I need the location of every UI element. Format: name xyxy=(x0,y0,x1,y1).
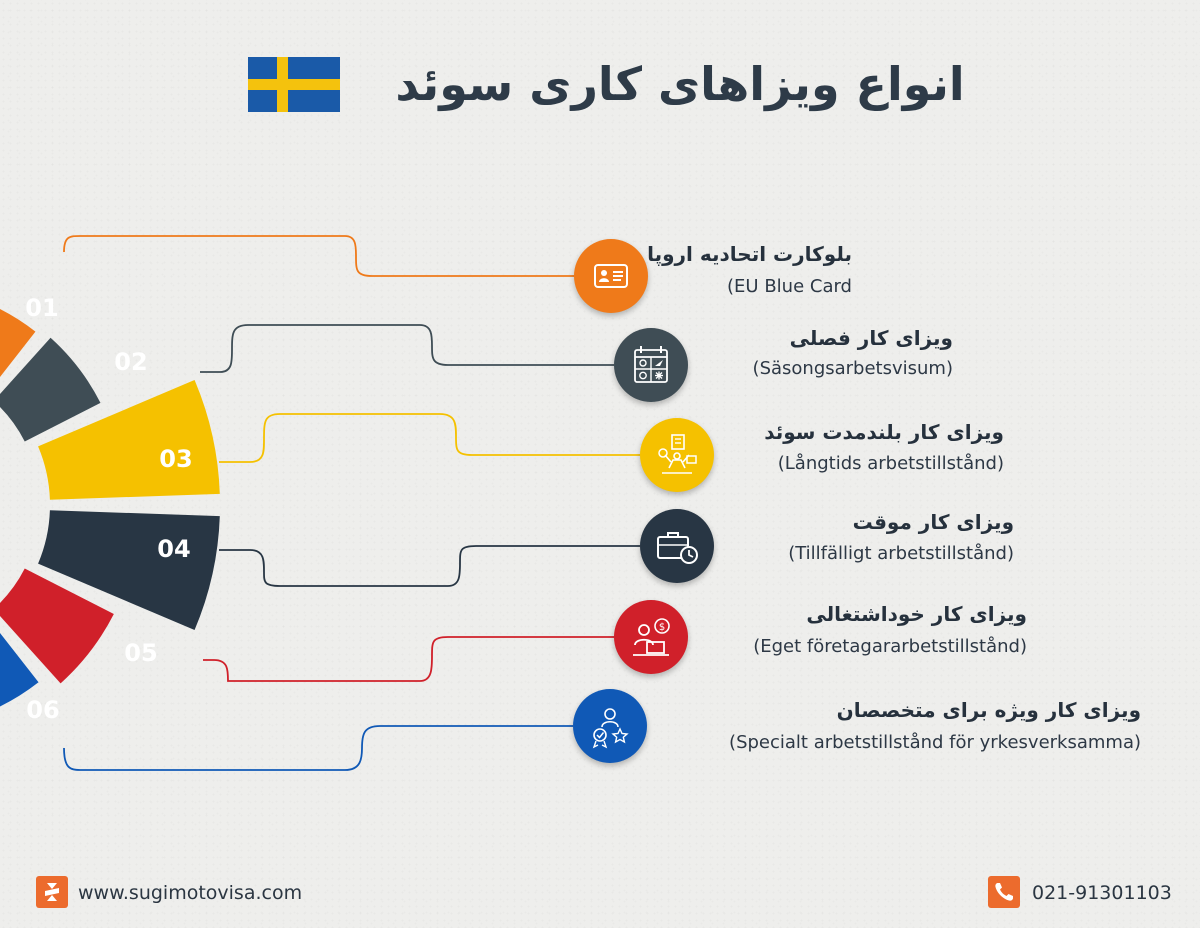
visa-title-05: ویزای کار خوداشتغالی xyxy=(806,602,1027,626)
entrepreneur-icon: $ xyxy=(614,600,688,674)
id-card-icon xyxy=(574,239,648,313)
connector-line-03 xyxy=(219,413,640,463)
segment-numbers: 01 02 03 04 05 06 xyxy=(25,294,192,724)
connector-line-05 xyxy=(203,636,614,682)
wheel-segment-01 xyxy=(0,309,36,378)
seasons-calendar-icon xyxy=(614,328,688,402)
visa-title-04: ویزای کار موقت xyxy=(852,510,1014,534)
connector-line-04 xyxy=(219,545,640,587)
connector-lines xyxy=(63,235,640,771)
visa-title-03: ویزای کار بلندمدت سوئد xyxy=(764,420,1004,444)
visa-subtitle-06: (Specialt arbetstillstånd för yrkesverks… xyxy=(729,732,1141,753)
page-title: انواع ویزاهای کاری سوئد xyxy=(395,57,965,111)
sugimoto-logo-icon xyxy=(36,876,68,908)
wheel-segment-02 xyxy=(0,337,101,442)
segment-number-04: 04 xyxy=(157,535,190,563)
wheel-segment-06 xyxy=(0,632,39,707)
wheel-segment-03 xyxy=(38,379,220,500)
expert-award-icon xyxy=(573,689,647,763)
sweden-flag xyxy=(248,57,340,112)
segment-number-02: 02 xyxy=(114,348,147,376)
segment-number-03: 03 xyxy=(159,445,192,473)
visa-subtitle-04: (Tillfälligt arbetstillstånd) xyxy=(788,543,1014,564)
half-wheel xyxy=(0,309,220,707)
long-term-work-icon xyxy=(640,418,714,492)
visa-subtitle-05: (Eget företagararbetstillstånd) xyxy=(753,636,1027,657)
visa-title-06: ویزای کار ویژه برای متخصصان xyxy=(836,698,1141,722)
wheel-segment-05 xyxy=(0,568,114,684)
segment-number-06: 06 xyxy=(26,696,59,724)
visa-subtitle-02: (Säsongsarbetsvisum) xyxy=(752,358,953,379)
visa-subtitle-01: (EU Blue Card xyxy=(727,276,852,297)
connector-line-06 xyxy=(63,725,573,771)
connector-line-01 xyxy=(63,235,574,277)
segment-number-05: 05 xyxy=(124,639,157,667)
svg-text:$: $ xyxy=(659,622,665,633)
phone-icon xyxy=(988,876,1020,908)
segment-number-01: 01 xyxy=(25,294,58,322)
visa-title-02: ویزای کار فصلی xyxy=(789,326,953,350)
visa-title-01: بلوکارت اتحادیه اروپا xyxy=(647,242,852,266)
wheel-segment-04 xyxy=(38,510,220,631)
visa-subtitle-03: (Långtids arbetstillstånd) xyxy=(777,453,1004,474)
phone-text[interactable]: 021-91301103 xyxy=(1032,882,1172,904)
website-text[interactable]: www.sugimotovisa.com xyxy=(78,882,303,904)
connector-line-02 xyxy=(200,324,614,373)
briefcase-clock-icon xyxy=(640,509,714,583)
